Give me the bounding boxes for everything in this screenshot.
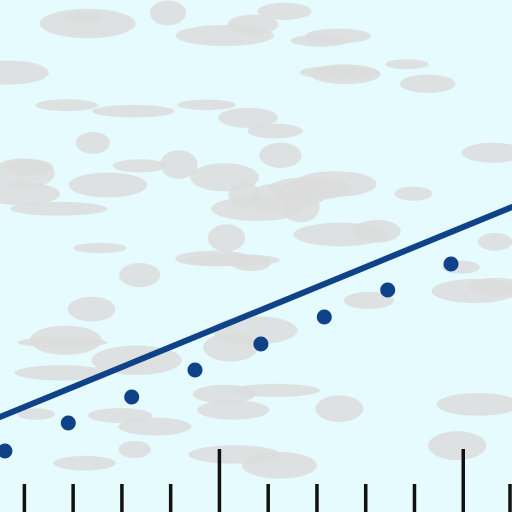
texture-blotch [477,232,512,251]
texture-blotch [468,277,512,295]
texture-blotch [428,431,487,461]
texture-blotch [259,142,302,168]
texture-blotch [118,440,151,459]
x-axis-ticks [22,449,512,512]
data-point [187,362,203,378]
texture-blotch [14,365,108,381]
data-point [124,389,140,405]
data-point [443,256,459,272]
texture-blotch [53,455,116,471]
texture-blotch [247,123,303,139]
texture-blotch [39,8,136,39]
texture-blotch [190,163,259,192]
texture-blotch [64,12,103,23]
data-point [60,415,76,431]
texture-blotch [353,220,401,243]
texture-blotch [160,150,198,179]
texture-blotch [92,104,175,118]
texture-blotch [461,142,512,163]
texture-blotch [0,182,60,206]
texture-blotch [175,25,274,46]
texture-blotch [29,325,102,355]
texture-blotch [197,400,270,420]
texture-blotch [400,74,456,94]
data-point [253,336,269,352]
texture-blotch [385,59,429,70]
texture-blotch [343,291,394,309]
texture-blotch [293,171,377,197]
texture-blotch [10,201,108,216]
data-point [0,443,13,459]
data-point [316,309,332,325]
background-texture [0,0,512,479]
data-marks [0,204,512,459]
texture-blotch [230,383,320,397]
texture-blotch [73,242,127,254]
texture-blotch [207,224,246,252]
texture-blotch [67,296,116,322]
texture-blotch [119,263,161,288]
texture-blotch [315,395,364,423]
texture-blotch [35,99,98,112]
data-point [380,282,396,298]
texture-blotch [290,34,351,47]
texture-blotch [299,65,378,80]
texture-blotch [186,254,280,267]
texture-blotch [257,2,312,20]
texture-blotch [68,172,148,198]
texture-blotch [17,408,55,420]
texture-blotch [0,158,55,189]
texture-blotch [149,0,186,26]
texture-blotch [436,393,512,416]
texture-blotch [0,60,49,85]
texture-blotch [218,107,278,128]
texture-blotch [75,131,110,154]
fit-line [0,204,512,420]
texture-blotch [241,452,317,479]
texture-blotch [118,417,192,436]
texture-blotch [112,159,167,173]
texture-blotch [394,186,433,201]
texture-blotch [177,99,236,111]
texture-blotch [211,196,304,221]
